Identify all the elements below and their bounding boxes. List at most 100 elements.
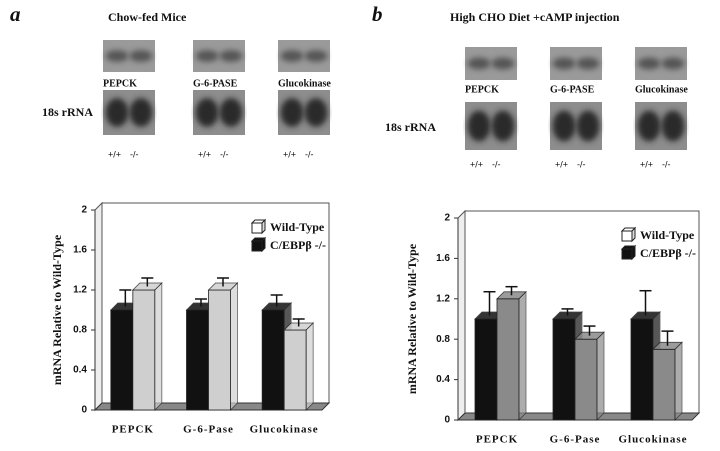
y-tick-label: 0.4 bbox=[73, 365, 87, 376]
legend-swatch bbox=[621, 248, 633, 260]
blot-band bbox=[105, 98, 129, 127]
bar bbox=[132, 289, 156, 411]
blot-band bbox=[304, 98, 328, 127]
lane-label: -/- bbox=[662, 159, 671, 169]
blot-band bbox=[280, 98, 304, 127]
y-tick-label: 0 bbox=[81, 405, 87, 416]
blot-label: Glucokinase bbox=[635, 84, 688, 95]
blot-band bbox=[576, 57, 600, 70]
blot-band bbox=[467, 110, 491, 142]
blot-label: G-6-PASE bbox=[193, 78, 238, 89]
error-bar bbox=[661, 330, 674, 346]
bar-side bbox=[518, 290, 527, 421]
bar-side bbox=[154, 282, 163, 411]
bar bbox=[283, 329, 307, 411]
legend-swatch bbox=[251, 240, 263, 252]
y-axis-label: mRNA Relative to Wild-Type bbox=[50, 234, 64, 385]
error-bar bbox=[639, 289, 652, 316]
lane-label: -/- bbox=[492, 159, 501, 169]
panel-label: a bbox=[10, 2, 21, 26]
legend-label: Wild-Type bbox=[640, 228, 695, 242]
bar bbox=[208, 289, 231, 411]
lane-label: +/+ bbox=[555, 159, 568, 169]
x-tick-label: Glucokinase bbox=[250, 424, 319, 436]
y-tick-label: 0 bbox=[444, 415, 450, 426]
blot-band bbox=[576, 110, 600, 142]
blot-band bbox=[491, 110, 515, 142]
legend-label: C/EBPβ -/- bbox=[640, 246, 696, 260]
blot-band bbox=[219, 50, 243, 62]
lane-label: +/+ bbox=[108, 149, 121, 159]
blot-label: Glucokinase bbox=[278, 78, 331, 89]
legend-swatch-side bbox=[631, 226, 636, 243]
legend-label: Wild-Type bbox=[270, 220, 325, 234]
error-bar bbox=[270, 294, 283, 307]
x-tick-label: PEPCK bbox=[112, 424, 154, 436]
legend-label: C/EBPβ -/- bbox=[270, 238, 326, 252]
x-tick-label: PEPCK bbox=[476, 434, 518, 446]
lane-label: +/+ bbox=[198, 149, 211, 159]
bar bbox=[110, 309, 134, 411]
blot-band bbox=[304, 50, 328, 62]
lane-label: -/- bbox=[130, 149, 139, 159]
bar bbox=[574, 338, 598, 421]
bar bbox=[652, 348, 676, 421]
bar-side bbox=[596, 331, 605, 421]
blot-label: PEPCK bbox=[103, 78, 137, 89]
x-tick-label: Glucokinase bbox=[618, 434, 687, 446]
legend-swatch-side bbox=[631, 244, 636, 261]
blot-band bbox=[105, 50, 129, 62]
blot-band bbox=[661, 57, 685, 70]
legend-swatch-side bbox=[261, 218, 266, 235]
y-tick-label: 0.8 bbox=[436, 334, 450, 345]
bar-side bbox=[230, 282, 238, 411]
y-tick-label: 1.6 bbox=[436, 253, 450, 264]
blot-band bbox=[491, 57, 515, 70]
y-tick-label: 1.2 bbox=[73, 285, 87, 296]
bar bbox=[552, 318, 576, 421]
blot-band bbox=[661, 110, 685, 142]
y-tick-label: 1.6 bbox=[73, 245, 87, 256]
bar bbox=[496, 298, 520, 421]
reference-label: 18s rRNA bbox=[42, 105, 93, 119]
blot-band bbox=[129, 50, 153, 62]
legend-swatch-side bbox=[261, 236, 266, 253]
blot-band bbox=[195, 98, 219, 127]
lane-label: -/- bbox=[577, 159, 586, 169]
bar bbox=[630, 318, 654, 421]
blot-band bbox=[552, 110, 576, 142]
error-bar bbox=[561, 308, 574, 316]
y-axis-label: mRNA Relative to Wild-Type bbox=[405, 243, 419, 394]
error-bar bbox=[217, 277, 229, 287]
error-bar bbox=[119, 289, 132, 307]
blot-band bbox=[467, 57, 491, 70]
blot-band bbox=[219, 98, 243, 127]
bar bbox=[474, 318, 498, 421]
lane-label: -/- bbox=[220, 149, 229, 159]
side-wall bbox=[94, 201, 103, 412]
blot-band bbox=[195, 50, 219, 62]
x-tick-label: G-6-Pase bbox=[183, 424, 234, 436]
side-wall bbox=[457, 209, 466, 422]
lane-label: -/- bbox=[305, 149, 314, 159]
blot-label: G-6-PASE bbox=[550, 84, 595, 95]
error-bar bbox=[195, 298, 207, 307]
blot-band bbox=[552, 57, 576, 70]
x-tick-label: G-6-Pase bbox=[550, 434, 601, 446]
blot-band bbox=[637, 57, 661, 70]
bar-side bbox=[305, 322, 314, 411]
panel-title: High CHO Diet +cAMP injection bbox=[450, 10, 620, 24]
error-bar bbox=[292, 318, 305, 327]
y-tick-label: 0.4 bbox=[436, 374, 450, 385]
error-bar bbox=[583, 325, 596, 336]
bar bbox=[186, 309, 209, 411]
blot-label: PEPCK bbox=[465, 84, 499, 95]
legend-swatch bbox=[621, 230, 633, 242]
error-bar bbox=[505, 285, 518, 296]
reference-label: 18s rRNA bbox=[385, 120, 436, 134]
y-tick-label: 1.2 bbox=[436, 293, 450, 304]
y-tick-label: 2 bbox=[444, 213, 450, 224]
error-bar bbox=[141, 277, 154, 287]
blot-band bbox=[637, 110, 661, 142]
